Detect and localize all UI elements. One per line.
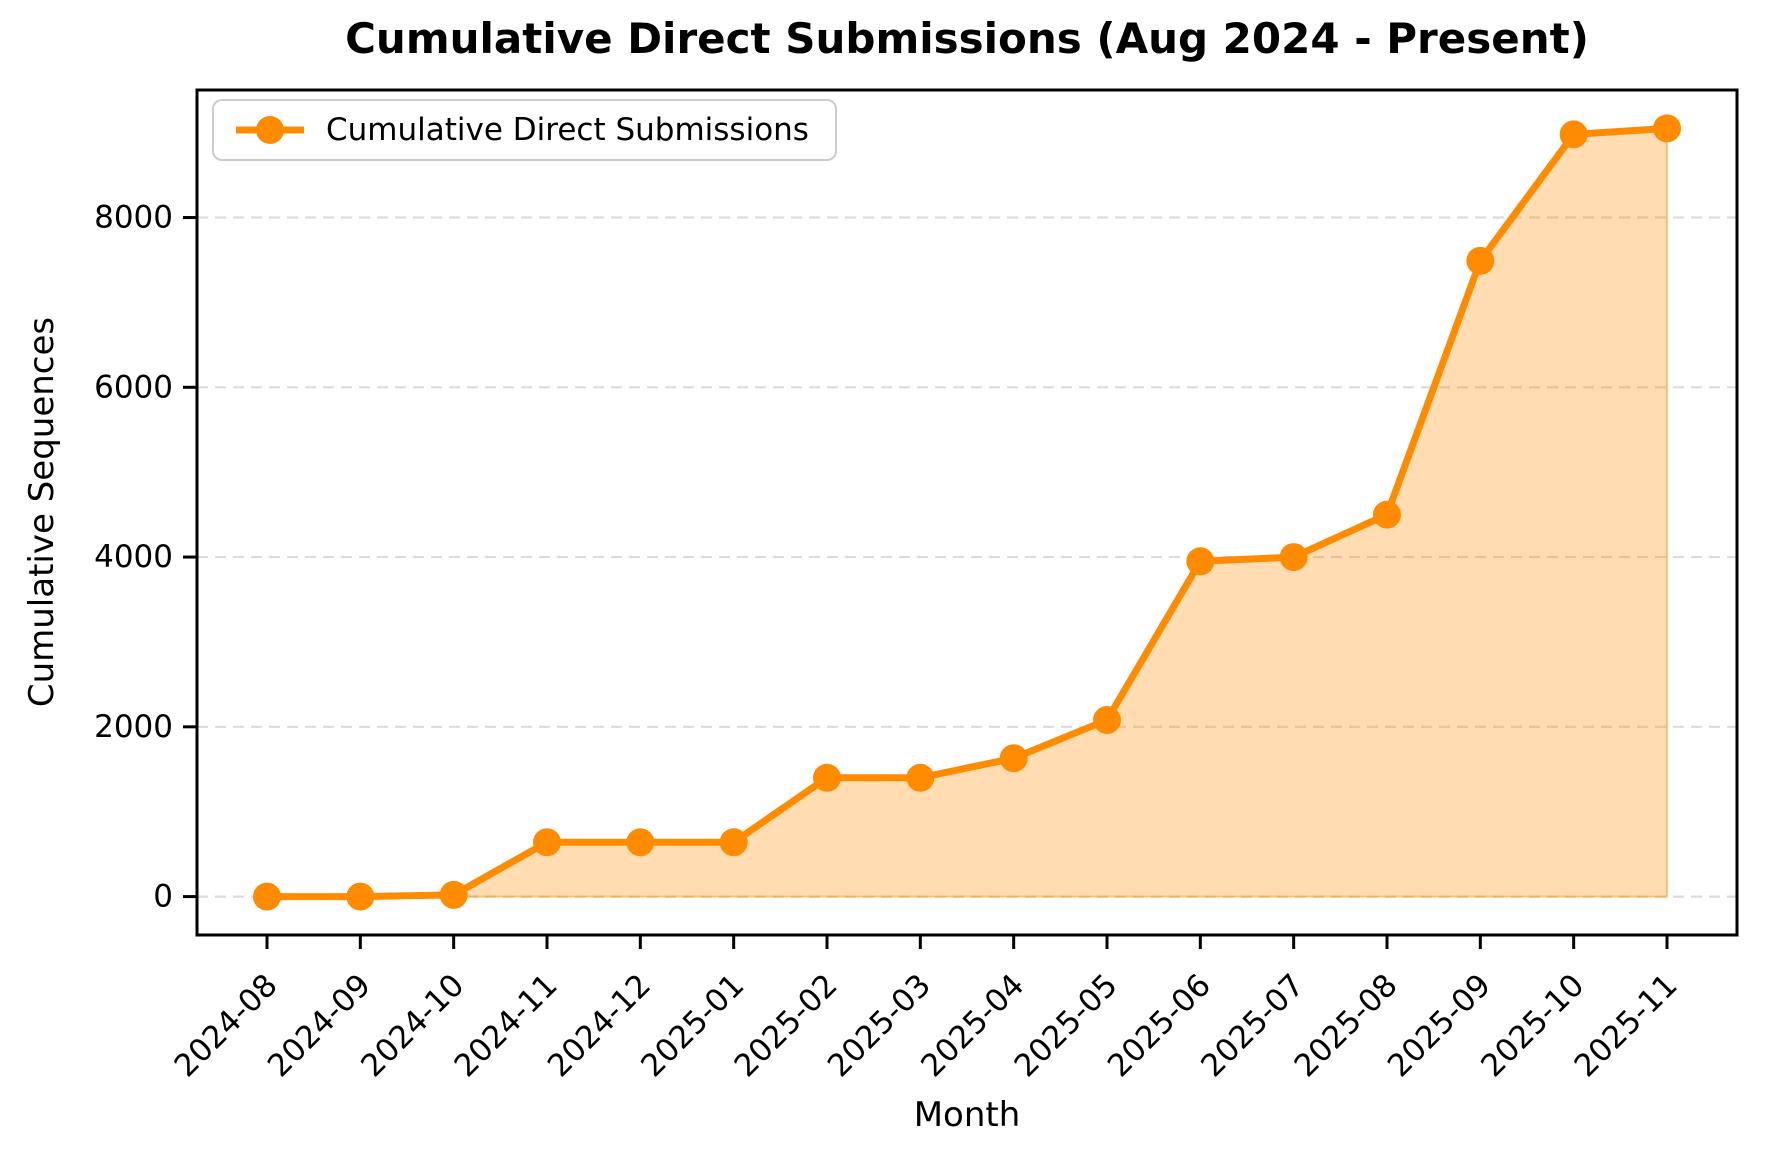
x-tick-label: 2025-03 xyxy=(821,967,938,1084)
data-point-marker xyxy=(439,880,468,909)
data-point-marker xyxy=(346,882,375,911)
data-point-marker xyxy=(719,828,748,857)
x-tick-label: 2025-04 xyxy=(914,967,1031,1084)
data-point-marker xyxy=(1373,500,1401,529)
data-point-marker xyxy=(1279,543,1308,572)
x-tick-label: 2025-09 xyxy=(1381,967,1498,1084)
series-area xyxy=(267,127,1668,898)
legend: Cumulative Direct Submissions xyxy=(212,99,837,161)
data-point-marker xyxy=(1466,246,1495,275)
legend-label: Cumulative Direct Submissions xyxy=(326,112,809,148)
data-point-marker xyxy=(999,744,1028,773)
data-point-marker xyxy=(906,763,935,792)
x-tick-label: 2024-09 xyxy=(261,967,378,1084)
data-point-marker xyxy=(1093,706,1121,735)
x-tick-label: 2024-12 xyxy=(541,967,658,1084)
x-tick-label: 2025-07 xyxy=(1194,967,1311,1084)
series-line xyxy=(263,124,1671,901)
x-tick-label: 2025-11 xyxy=(1568,967,1685,1084)
x-tick-label: 2025-01 xyxy=(634,967,751,1084)
legend-marker-icon xyxy=(236,116,304,144)
data-point-marker xyxy=(813,763,841,792)
y-axis-label: Cumulative Sequences xyxy=(22,316,62,708)
data-point-marker xyxy=(1186,547,1215,576)
y-tick-label: 8000 xyxy=(94,200,173,236)
x-axis-label: Month xyxy=(913,1095,1021,1135)
data-point-marker xyxy=(626,828,655,857)
y-tick-label: 6000 xyxy=(94,369,173,405)
data-point-marker xyxy=(533,828,561,857)
y-tick-label: 2000 xyxy=(94,709,173,745)
chart-title: Cumulative Direct Submissions (Aug 2024 … xyxy=(345,14,1589,63)
x-tick-label: 2025-10 xyxy=(1474,967,1591,1084)
data-point-marker xyxy=(253,882,281,911)
x-tick-label: 2025-06 xyxy=(1101,967,1218,1084)
y-tick-label: 4000 xyxy=(94,539,173,575)
x-tick-label: 2025-05 xyxy=(1008,967,1125,1084)
axes-spines xyxy=(195,88,1739,937)
data-point-marker xyxy=(1653,114,1681,143)
x-tick-label: 2024-10 xyxy=(354,967,471,1084)
y-tick-label: 0 xyxy=(153,879,173,915)
x-tick-label: 2024-11 xyxy=(448,967,565,1084)
x-tick-label: 2024-08 xyxy=(168,967,285,1084)
legend-point-sample xyxy=(256,116,284,144)
x-tick-label: 2025-08 xyxy=(1288,967,1405,1084)
x-tick-label: 2025-02 xyxy=(728,967,845,1084)
data-point-marker xyxy=(1559,120,1588,149)
